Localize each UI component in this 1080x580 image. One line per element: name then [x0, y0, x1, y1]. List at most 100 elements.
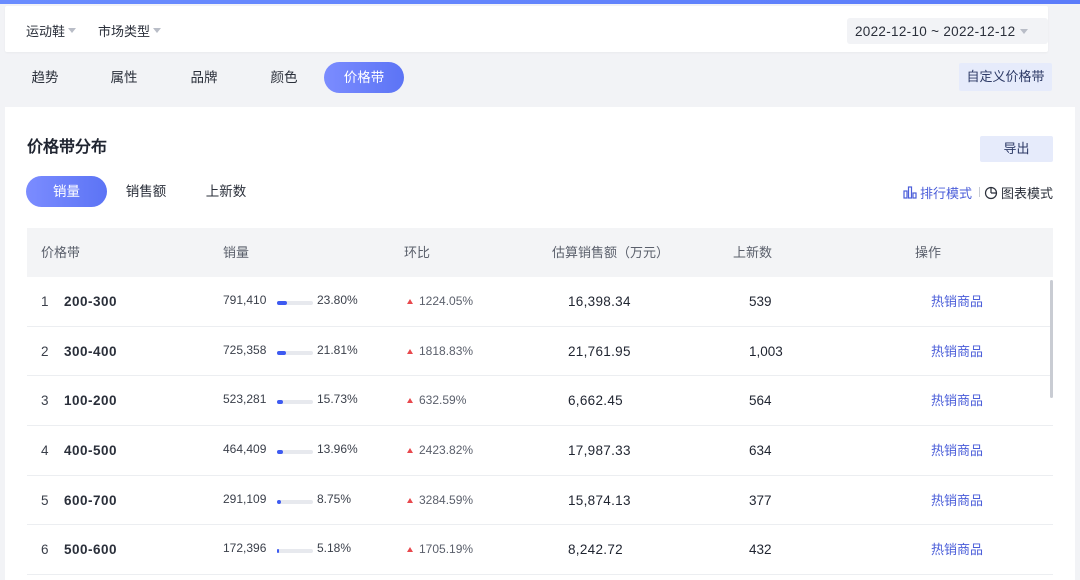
hot-products-link[interactable]: 热销商品 [931, 542, 984, 558]
row-ratio-value: 1818.83% [419, 343, 474, 358]
row-price-range: 100-200 [64, 393, 118, 409]
hot-products-link[interactable]: 热销商品 [931, 343, 984, 359]
market-type-dropdown[interactable]: 市场类型 [98, 21, 162, 40]
subtab-sales-amount[interactable]: 销售额 [125, 184, 167, 199]
table-row: 4 400-500 464,409 13.96% 2423.82% 17,987… [27, 426, 1053, 476]
share-bar-track [277, 549, 313, 554]
category-dropdown-label: 运动鞋 [26, 24, 66, 39]
arrow-up-icon [407, 497, 413, 503]
subtab-new-count[interactable]: 上新数 [205, 184, 247, 199]
analysis-tabs: 趋势 属性 品牌 颜色 价格带 [0, 62, 1080, 94]
header-amount: 估算销售额（万元） [552, 245, 670, 260]
table-row: 6 500-600 172,396 5.18% 1705.19% 8,242.7… [27, 525, 1053, 576]
header-new: 上新数 [733, 245, 773, 260]
subtab-sales-volume[interactable]: 销量 [26, 176, 107, 207]
table-scrollbar[interactable] [1050, 280, 1053, 398]
row-price-range: 400-500 [64, 443, 118, 459]
bar-chart-icon [903, 186, 917, 199]
row-new-count: 1,003 [749, 343, 783, 359]
row-amount: 15,874.13 [568, 492, 631, 508]
row-amount: 21,761.95 [568, 343, 631, 359]
row-ratio: 1224.05% [407, 277, 473, 326]
export-button[interactable]: 导出 [980, 136, 1053, 162]
panel-title: 价格带分布 [27, 139, 108, 156]
row-index: 6 [41, 542, 49, 558]
category-dropdown[interactable]: 运动鞋 [26, 21, 77, 40]
share-bar-track [277, 450, 313, 455]
row-new-count: 539 [749, 294, 772, 309]
table-header: 价格带 销量 环比 估算销售额（万元） 上新数 操作 [27, 228, 1053, 277]
tab-attribute[interactable]: 属性 [110, 70, 138, 85]
table-row: 1 200-300 791,410 23.80% 1224.05% 16,398… [27, 277, 1053, 327]
rank-mode-label: 排行模式 [919, 186, 972, 201]
header-operation: 操作 [915, 245, 942, 260]
hot-products-link[interactable]: 热销商品 [931, 393, 984, 409]
header-price-band: 价格带 [41, 245, 81, 260]
row-share: 15.73% [317, 392, 358, 407]
date-range-value: 2022-12-10 ~ 2022-12-12 [855, 23, 1016, 39]
row-ratio: 1705.19% [407, 525, 473, 574]
chevron-down-icon [68, 28, 77, 33]
row-index: 2 [41, 343, 49, 359]
row-ratio: 1818.83% [407, 327, 473, 376]
chevron-down-icon [1020, 28, 1029, 34]
hot-products-link[interactable]: 热销商品 [931, 443, 984, 459]
share-bar-fill [277, 400, 283, 405]
row-ratio-value: 3284.59% [419, 492, 474, 507]
table-row: 5 600-700 291,109 8.75% 3284.59% 15,874.… [27, 476, 1053, 526]
header-sales: 销量 [223, 245, 250, 260]
rank-mode-toggle[interactable]: 排行模式 [903, 183, 972, 202]
share-bar-fill [277, 549, 279, 554]
share-bar-fill [277, 450, 283, 455]
tab-color[interactable]: 颜色 [270, 70, 298, 85]
row-amount: 17,987.33 [568, 443, 631, 459]
row-new-count: 634 [749, 443, 772, 459]
pie-chart-icon [984, 186, 998, 199]
row-ratio-value: 1224.05% [419, 294, 474, 308]
table-row: 2 300-400 725,358 21.81% 1818.83% 21,761… [27, 327, 1053, 377]
share-bar-fill [277, 301, 287, 305]
share-bar-track [277, 350, 313, 355]
row-price-range: 300-400 [64, 343, 118, 359]
row-ratio-value: 632.59% [419, 393, 467, 408]
row-index: 1 [41, 294, 49, 309]
table-row: 3 100-200 523,281 15.73% 632.59% 6,662.4… [27, 376, 1053, 427]
row-sales: 523,281 [223, 392, 267, 407]
row-sales: 791,410 [223, 293, 267, 307]
row-sales: 291,109 [223, 491, 267, 506]
tab-trend[interactable]: 趋势 [31, 70, 59, 85]
price-band-table: 价格带 销量 环比 估算销售额（万元） 上新数 操作 1 200-300 791… [27, 228, 1053, 576]
arrow-up-icon [407, 348, 413, 354]
row-new-count: 432 [749, 542, 772, 558]
row-ratio-value: 1705.19% [419, 542, 474, 557]
row-ratio-value: 2423.82% [419, 443, 474, 458]
date-range-picker[interactable]: 2022-12-10 ~ 2022-12-12 [847, 18, 1048, 44]
row-ratio: 632.59% [407, 376, 466, 425]
custom-price-band-button[interactable]: 自定义价格带 [959, 63, 1052, 91]
row-amount: 6,662.45 [568, 393, 623, 409]
row-share: 8.75% [317, 491, 352, 506]
row-share: 21.81% [317, 342, 358, 357]
row-sales: 172,396 [223, 541, 267, 556]
share-bar-track [277, 400, 313, 405]
row-new-count: 377 [749, 492, 772, 508]
row-sales: 725,358 [223, 342, 267, 357]
tab-price-band[interactable]: 价格带 [324, 62, 404, 93]
tab-brand[interactable]: 品牌 [190, 70, 218, 85]
row-index: 3 [41, 393, 49, 409]
chart-mode-label: 图表模式 [1000, 186, 1053, 201]
chart-mode-toggle[interactable]: 图表模式 [984, 183, 1053, 202]
chevron-down-icon [153, 28, 162, 33]
row-amount: 16,398.34 [568, 294, 631, 309]
row-ratio: 2423.82% [407, 426, 473, 475]
row-share: 5.18% [317, 541, 352, 556]
arrow-up-icon [407, 547, 413, 553]
header-ratio: 环比 [404, 245, 431, 260]
mode-divider [979, 187, 980, 197]
filter-bar: 运动鞋 市场类型 2022-12-10 ~ 2022-12-12 [5, 6, 1048, 52]
hot-products-link[interactable]: 热销商品 [931, 492, 984, 508]
hot-products-link[interactable]: 热销商品 [931, 294, 984, 309]
row-sales: 464,409 [223, 442, 267, 457]
row-price-range: 500-600 [64, 542, 118, 558]
share-bar-fill [277, 350, 286, 355]
